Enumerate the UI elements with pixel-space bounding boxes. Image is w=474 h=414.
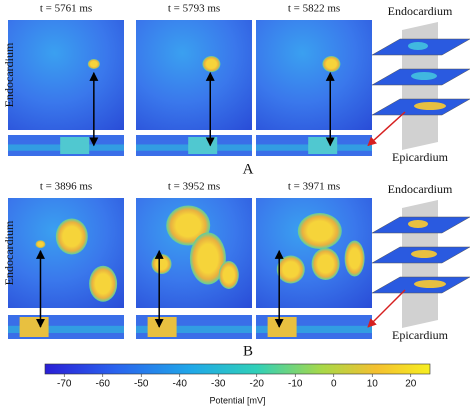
- layer-patch: [411, 250, 437, 258]
- colorbar-tick-label: -70: [57, 379, 72, 390]
- top-label: Endocardium: [388, 182, 453, 196]
- side-label: Endocardium: [2, 220, 16, 285]
- link-arrow: [367, 289, 406, 328]
- time-label: t = 5793 ms: [168, 3, 220, 15]
- layer-patch: [414, 280, 446, 288]
- time-label: t = 5822 ms: [288, 3, 340, 15]
- colorbar-tick-label: -40: [173, 379, 188, 390]
- potential-map: [256, 20, 372, 130]
- time-label: t = 3971 ms: [288, 181, 340, 193]
- strip-band: [8, 325, 124, 333]
- potential-map: [136, 20, 252, 130]
- wavefront: [218, 261, 239, 289]
- layer-patch: [408, 220, 428, 228]
- layer-patch: [408, 42, 428, 50]
- strip-patch: [308, 137, 338, 154]
- colorbar-tick-label: 0: [331, 379, 337, 390]
- wavefront: [189, 232, 226, 285]
- bottom-label: Epicardium: [392, 150, 449, 164]
- strip-patch: [60, 137, 90, 154]
- wavefront: [166, 205, 211, 246]
- wavefront: [322, 56, 341, 72]
- link-arrow: [367, 111, 406, 147]
- colorbar: [44, 363, 431, 375]
- strip-band: [136, 325, 252, 333]
- time-label: t = 3896 ms: [40, 181, 92, 193]
- wavefront: [276, 255, 305, 284]
- wavefront: [151, 254, 172, 274]
- colorbar-tick-label: -60: [96, 379, 111, 390]
- colorbar-label: Potential [mV]: [209, 395, 265, 405]
- strip-patch: [147, 317, 177, 337]
- wavefront: [55, 218, 88, 255]
- time-label: t = 5761 ms: [40, 3, 92, 15]
- panel-letter: B: [243, 343, 253, 359]
- side-label: Endocardium: [2, 42, 16, 107]
- colorbar-tick-label: -10: [288, 379, 303, 390]
- layer-patch: [414, 102, 446, 110]
- colorbar-tick-label: 20: [405, 379, 417, 390]
- colorbar-tick-label: -50: [134, 379, 149, 390]
- wavefront: [311, 248, 340, 280]
- wavefront: [35, 240, 46, 249]
- potential-map: [8, 20, 124, 130]
- wavefront: [297, 213, 342, 249]
- strip-patch: [267, 317, 297, 337]
- wavefront: [344, 240, 365, 277]
- strip-patch: [188, 137, 218, 154]
- panel-letter: A: [243, 161, 254, 177]
- top-label: Endocardium: [388, 4, 453, 18]
- colorbar-tick-label: 10: [367, 379, 379, 390]
- colorbar-tick-label: -30: [211, 379, 226, 390]
- strip-band: [256, 325, 372, 333]
- layer-patch: [411, 72, 437, 80]
- colorbar-tick-label: -20: [250, 379, 265, 390]
- wavefront: [89, 265, 118, 302]
- wavefront: [87, 59, 100, 69]
- wavefront: [202, 56, 221, 72]
- time-label: t = 3952 ms: [168, 181, 220, 193]
- strip-patch: [19, 317, 49, 337]
- bottom-label: Epicardium: [392, 328, 449, 342]
